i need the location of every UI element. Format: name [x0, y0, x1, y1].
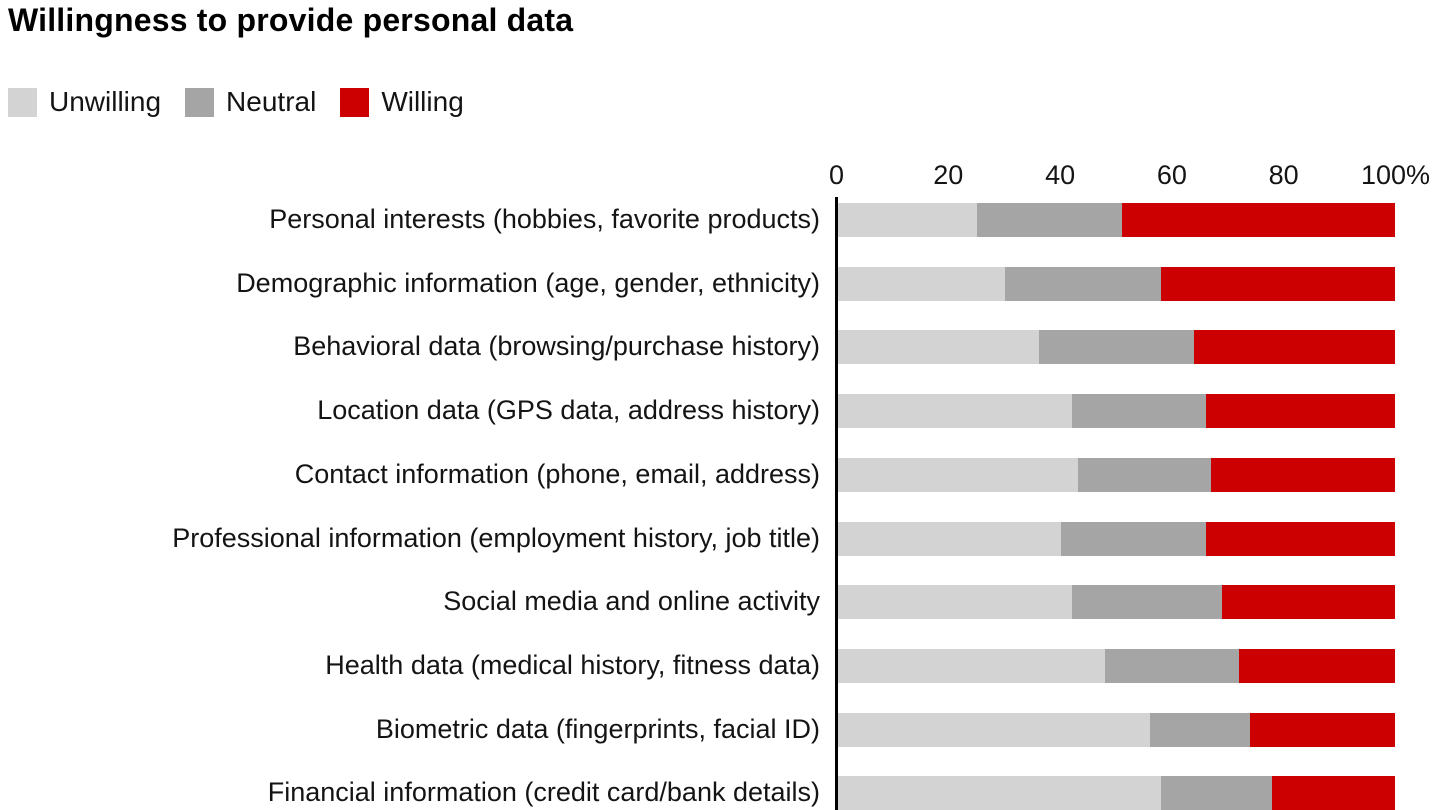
x-tick-label: 60 [1156, 160, 1187, 190]
bar-segment-unwilling [838, 585, 1072, 620]
x-tick-label: 20 [933, 160, 964, 190]
bar-segment-willing [1222, 585, 1395, 620]
chart-row: Behavioral data (browsing/purchase histo… [0, 330, 1440, 365]
category-label: Location data (GPS data, address history… [317, 395, 820, 426]
stacked-bar [838, 394, 1395, 429]
stacked-bar [838, 776, 1395, 810]
chart-row: Contact information (phone, email, addre… [0, 457, 1440, 492]
chart-row: Financial information (credit card/bank … [0, 776, 1440, 810]
category-label: Biometric data (fingerprints, facial ID) [375, 713, 820, 744]
bar-segment-neutral [1149, 712, 1251, 747]
x-tick-label: 0 [828, 160, 845, 190]
chart-row: Health data (medical history, fitness da… [0, 648, 1440, 683]
legend-swatch-willing [340, 87, 370, 117]
legend-item-willing: Willing [340, 86, 464, 117]
bar-segment-unwilling [838, 330, 1039, 365]
category-label: Social media and online activity [443, 586, 820, 617]
category-label: Professional information (employment his… [172, 522, 820, 553]
category-label: Contact information (phone, email, addre… [294, 458, 820, 489]
stacked-bar [838, 203, 1395, 237]
bar-segment-neutral [977, 203, 1123, 237]
bar-segment-neutral [1161, 776, 1273, 810]
stacked-bar [838, 585, 1395, 620]
stacked-bar [838, 712, 1395, 747]
stacked-bar [838, 266, 1395, 301]
stacked-bar [838, 521, 1395, 556]
stacked-bar [838, 457, 1395, 492]
bar-segment-neutral [1060, 521, 1206, 556]
stacked-bar [838, 648, 1395, 683]
bar-segment-willing [1161, 266, 1395, 301]
bar-segment-neutral [1071, 585, 1223, 620]
legend-swatch-neutral [185, 87, 215, 117]
bar-segment-willing [1250, 712, 1395, 747]
category-label: Financial information (credit card/bank … [267, 777, 820, 808]
bar-segment-unwilling [838, 266, 1006, 301]
bar-segment-neutral [1005, 266, 1162, 301]
bar-segment-unwilling [838, 203, 978, 237]
bar-segment-unwilling [838, 521, 1061, 556]
chart-row: Location data (GPS data, address history… [0, 394, 1440, 429]
category-label: Behavioral data (browsing/purchase histo… [293, 331, 820, 362]
page-title: Willingness to provide personal data [8, 2, 574, 38]
chart-row: Personal interests (hobbies, favorite pr… [0, 203, 1440, 237]
bar-segment-willing [1205, 394, 1395, 429]
legend-label: Willing [381, 86, 464, 117]
x-tick-label: 100% [1360, 160, 1431, 190]
bar-segment-neutral [1038, 330, 1195, 365]
bar-segment-willing [1272, 776, 1395, 810]
chart-row: Biometric data (fingerprints, facial ID) [0, 712, 1440, 747]
chart-row: Demographic information (age, gender, et… [0, 266, 1440, 301]
x-tick-label: 40 [1045, 160, 1076, 190]
bar-segment-willing [1122, 203, 1395, 237]
legend-item-neutral: Neutral [185, 87, 316, 117]
legend-swatch-unwilling [8, 87, 37, 117]
legend: Unwilling Neutral Willing [8, 87, 488, 117]
category-label: Health data (medical history, fitness da… [325, 649, 820, 680]
bar-segment-unwilling [838, 457, 1078, 492]
chart-row: Social media and online activity [0, 585, 1440, 620]
bar-segment-unwilling [838, 712, 1150, 747]
bar-segment-willing [1194, 330, 1395, 365]
x-tick-label: 80 [1268, 160, 1299, 190]
bar-segment-unwilling [838, 648, 1106, 683]
category-label: Demographic information (age, gender, et… [236, 267, 820, 298]
category-label: Personal interests (hobbies, favorite pr… [269, 204, 820, 234]
chart-row: Professional information (employment his… [0, 521, 1440, 556]
bar-segment-willing [1239, 648, 1395, 683]
legend-item-unwilling: Unwilling [8, 87, 161, 117]
bar-segment-unwilling [838, 776, 1162, 810]
legend-label: Neutral [226, 86, 317, 117]
bar-segment-neutral [1071, 394, 1206, 429]
legend-label: Unwilling [49, 86, 162, 117]
bar-segment-willing [1211, 457, 1395, 492]
bar-segment-neutral [1105, 648, 1240, 683]
bar-segment-unwilling [838, 394, 1072, 429]
x-axis-zero-line [835, 197, 838, 810]
bar-segment-neutral [1077, 457, 1212, 492]
bar-segment-willing [1205, 521, 1395, 556]
stacked-bar [838, 330, 1395, 365]
